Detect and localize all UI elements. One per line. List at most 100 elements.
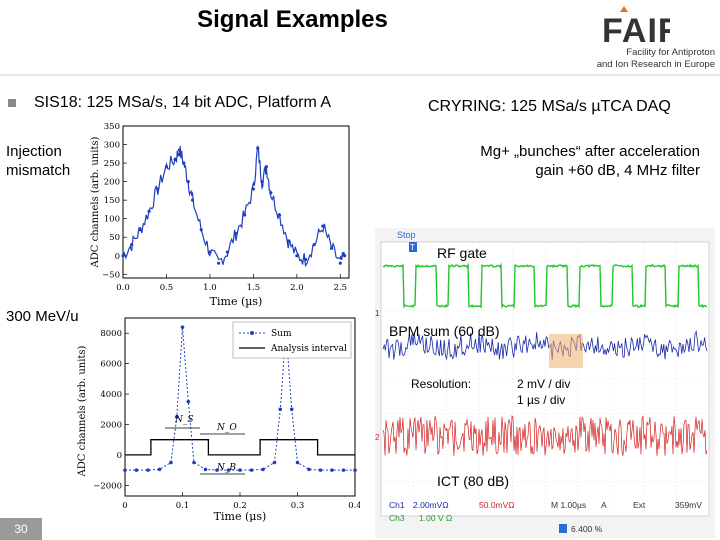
sum-data-point bbox=[174, 415, 179, 419]
logo-accent-icon bbox=[620, 6, 628, 12]
trigger-level: 359mV bbox=[675, 500, 702, 510]
injection-data-point bbox=[295, 254, 299, 258]
injection-ytick-label: 350 bbox=[104, 122, 120, 132]
sum-data-point bbox=[261, 467, 265, 472]
injection-chart: −50 0 50 100 150 200 250 300 350 0.0 0.5 1.0 1.5 2.0… bbox=[90, 122, 350, 308]
injection-label: Injection mismatch bbox=[6, 142, 70, 180]
injection-data-point bbox=[338, 261, 342, 265]
sum-data-point bbox=[289, 407, 294, 412]
sum-data-point bbox=[123, 468, 127, 472]
resolution-time: 1 µs / div bbox=[517, 393, 565, 407]
analysis-interval-line bbox=[125, 439, 355, 456]
injection-data-point bbox=[277, 213, 282, 217]
rf-gate-label: RF gate bbox=[437, 245, 487, 261]
injection-chart-ylabel: ADC channels (arb. units) bbox=[90, 136, 101, 268]
injection-chart-frame bbox=[122, 125, 350, 279]
injection-label-line-2: mismatch bbox=[6, 162, 71, 179]
annotation-ns: N_S bbox=[174, 415, 194, 425]
right-description: Mg+ „bunches“ after acceleration gain +6… bbox=[400, 142, 700, 180]
rf-gate-trace bbox=[382, 262, 708, 310]
trigger-marker-text: T bbox=[410, 243, 415, 252]
injection-xtick-label: 2.5 bbox=[334, 283, 348, 293]
injection-series-line bbox=[122, 145, 346, 268]
sum-data-point bbox=[134, 468, 139, 472]
sum-data-point bbox=[307, 467, 311, 472]
injection-data-point bbox=[208, 250, 212, 254]
ch3-value: 1.00 V Ω bbox=[419, 513, 452, 523]
injection-data-point bbox=[251, 187, 255, 191]
ch2-value: 50.0mVΩ bbox=[479, 500, 515, 510]
bunch-xtick-label: 0.2 bbox=[233, 501, 247, 511]
page-number: 30 bbox=[0, 518, 42, 540]
bpm-sum-label: BPM sum (60 dB) bbox=[389, 323, 499, 339]
injection-label-line-1: Injection bbox=[6, 143, 62, 160]
injection-chart-xlabel: Time (µs) bbox=[210, 295, 263, 308]
ict-label: ICT (80 dB) bbox=[437, 473, 509, 489]
injection-ytick-label: 0 bbox=[115, 252, 120, 262]
bunch-chart-xlabel: Time (µs) bbox=[214, 510, 267, 522]
legend-interval-label: Analysis interval bbox=[270, 344, 347, 354]
resolution-voltage: 2 mV / div bbox=[517, 377, 570, 391]
tagline-line-1: Facility for Antiproton bbox=[626, 47, 715, 58]
injection-data-point bbox=[147, 209, 151, 213]
injection-xtick-label: 0.0 bbox=[116, 283, 130, 293]
left-heading: SIS18: 125 MSa/s, 14 bit ADC, Platform A bbox=[34, 94, 332, 111]
injection-data-point bbox=[343, 254, 347, 258]
sum-data-point bbox=[215, 468, 219, 472]
tagline: Facility for Antiproton and Ion Research… bbox=[575, 47, 715, 71]
energy-label: 300 MeV/u bbox=[6, 308, 79, 325]
injection-ytick-label: 50 bbox=[109, 233, 120, 243]
injection-data-point bbox=[156, 187, 160, 191]
position-marker-icon bbox=[559, 524, 567, 533]
ict-trace bbox=[382, 415, 708, 456]
injection-data-point bbox=[234, 231, 238, 236]
injection-data-point bbox=[269, 191, 273, 195]
sum-data-point bbox=[318, 468, 323, 472]
bunch-chart-ylabel: ADC channels (arb. units) bbox=[77, 345, 88, 477]
channel-1-marker: 1 bbox=[375, 309, 380, 318]
header-divider bbox=[0, 74, 720, 76]
injection-ytick-label: 300 bbox=[104, 141, 120, 151]
injection-xtick-label: 1.0 bbox=[203, 283, 217, 293]
injection-ytick-label: −50 bbox=[102, 270, 120, 280]
fair-logo: FAIR bbox=[602, 6, 670, 48]
bunch-chart-annotations: N_S N_O N_B bbox=[165, 415, 245, 475]
sum-data-point bbox=[353, 468, 357, 472]
channel-2-marker: 2 bbox=[375, 433, 380, 442]
injection-data-point bbox=[186, 180, 190, 184]
right-description-line-2: gain +60 dB, 4 MHz filter bbox=[535, 162, 700, 179]
legend-box bbox=[232, 321, 352, 359]
legend-sum-marker bbox=[250, 331, 254, 335]
logo-text: FAIR bbox=[602, 12, 670, 48]
sum-data-point bbox=[330, 468, 334, 472]
scope-status-bar: Ch1 2.00mVΩ 50.0mVΩ M 1.00µs A Ext 359mV… bbox=[389, 500, 702, 534]
sum-data-point bbox=[272, 460, 277, 465]
injection-data-point bbox=[138, 228, 142, 232]
sum-data-point bbox=[238, 468, 242, 472]
bunch-xtick-label: 0 bbox=[122, 501, 127, 511]
injection-data-point bbox=[130, 243, 134, 247]
bunch-ytick-label: 6000 bbox=[100, 360, 122, 370]
timebase-value: M 1.00µs bbox=[551, 500, 586, 510]
injection-data-point bbox=[199, 228, 203, 232]
trigger-mode: A bbox=[601, 500, 607, 510]
injection-data-point bbox=[225, 250, 229, 254]
bunch-ytick-label: 2000 bbox=[100, 420, 122, 430]
trigger-marker-icon bbox=[409, 242, 417, 252]
injection-data-point bbox=[121, 254, 125, 258]
injection-data-point bbox=[182, 161, 186, 165]
annotation-nb: N_B bbox=[216, 463, 236, 473]
sum-data-point bbox=[146, 468, 150, 472]
sum-data-point bbox=[169, 460, 173, 465]
injection-xtick-label: 2.0 bbox=[290, 283, 304, 293]
sum-data-point bbox=[341, 468, 346, 472]
tagline-line-2: and Ion Research in Europe bbox=[596, 59, 715, 70]
trigger-source: Ext bbox=[633, 500, 646, 510]
injection-data-point bbox=[177, 148, 182, 152]
injection-xtick-label: 1.5 bbox=[247, 283, 261, 293]
injection-xtick-label: 0.5 bbox=[160, 283, 174, 293]
bunch-ytick-label: 0 bbox=[117, 451, 122, 461]
injection-data-point bbox=[330, 246, 334, 250]
injection-data-point bbox=[303, 257, 308, 262]
